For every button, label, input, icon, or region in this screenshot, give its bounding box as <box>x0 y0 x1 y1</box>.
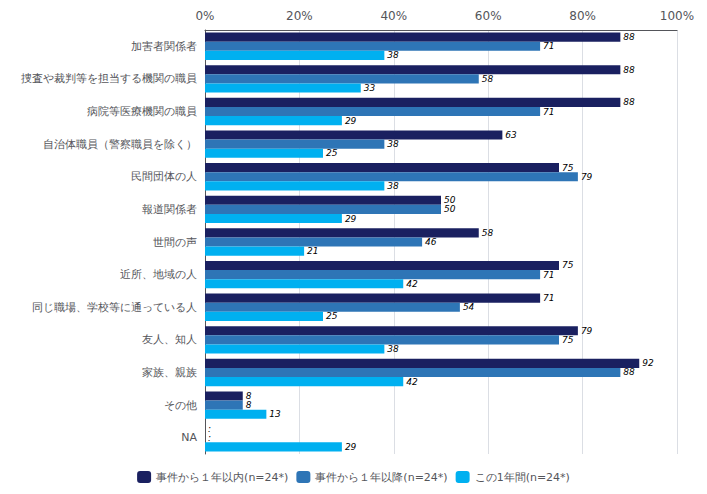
svg-text:家族、親族: 家族、親族 <box>142 366 197 379</box>
svg-text:25: 25 <box>326 311 338 321</box>
svg-text:88: 88 <box>623 65 635 75</box>
svg-text:報道関係者: 報道関係者 <box>142 203 197 216</box>
svg-text:29: 29 <box>345 116 357 126</box>
svg-text:46: 46 <box>425 237 437 247</box>
svg-text:60%: 60% <box>475 9 502 23</box>
svg-text:近所、地域の人: 近所、地域の人 <box>120 268 197 281</box>
svg-text:29: 29 <box>345 214 357 224</box>
svg-text:88: 88 <box>623 367 635 377</box>
svg-text:92: 92 <box>642 358 654 368</box>
svg-text:13: 13 <box>269 409 281 419</box>
svg-text:その他: その他 <box>164 399 197 412</box>
svg-text:40%: 40% <box>380 9 407 23</box>
svg-text:38: 38 <box>387 344 399 354</box>
svg-text:75: 75 <box>562 260 574 270</box>
svg-text:54: 54 <box>463 302 475 312</box>
svg-text:71: 71 <box>543 293 554 303</box>
svg-text:事件から１年以内(n=24*): 事件から１年以内(n=24*) <box>156 471 288 484</box>
svg-text:58: 58 <box>482 74 494 84</box>
svg-text:63: 63 <box>505 130 517 140</box>
svg-text:79: 79 <box>581 172 593 182</box>
svg-text:71: 71 <box>543 107 554 117</box>
svg-text:8: 8 <box>245 390 252 401</box>
svg-text:75: 75 <box>562 335 574 345</box>
svg-text:病院等医療機関の職員: 病院等医療機関の職員 <box>87 105 197 118</box>
svg-text::: : <box>208 433 211 443</box>
svg-text:42: 42 <box>406 377 418 387</box>
svg-text:加害者関係者: 加害者関係者 <box>131 40 197 53</box>
svg-text:0%: 0% <box>195 9 214 23</box>
svg-text:100%: 100% <box>660 9 694 23</box>
svg-text:33: 33 <box>364 83 376 93</box>
svg-text:25: 25 <box>326 148 338 158</box>
svg-text:21: 21 <box>307 246 318 256</box>
svg-text:58: 58 <box>482 228 494 238</box>
svg-text:50: 50 <box>444 204 456 214</box>
svg-text:民間団体の人: 民間団体の人 <box>131 170 197 183</box>
svg-text:79: 79 <box>581 326 593 336</box>
svg-text:50: 50 <box>444 195 456 206</box>
svg-text:38: 38 <box>387 181 399 191</box>
svg-text:20%: 20% <box>286 9 313 23</box>
svg-text:71: 71 <box>543 41 554 51</box>
svg-text:75: 75 <box>562 163 574 173</box>
svg-text:71: 71 <box>543 270 554 280</box>
svg-text:捜査や裁判等を担当する機関の職員: 捜査や裁判等を担当する機関の職員 <box>21 72 197 85</box>
svg-text:80%: 80% <box>569 9 596 23</box>
svg-text:8: 8 <box>246 400 252 410</box>
svg-text:事件から１年以降(n=24*): 事件から１年以降(n=24*) <box>315 471 447 484</box>
svg-text:88: 88 <box>623 32 635 42</box>
svg-text:自治体職員（警察職員を除く）: 自治体職員（警察職員を除く） <box>43 138 197 151</box>
svg-text:38: 38 <box>387 50 399 60</box>
svg-text:88: 88 <box>623 97 635 107</box>
svg-text:29: 29 <box>345 442 357 452</box>
svg-text:42: 42 <box>406 279 418 289</box>
svg-text:NA: NA <box>181 431 197 444</box>
svg-text:この1年間(n=24*): この1年間(n=24*) <box>475 471 570 484</box>
svg-text:38: 38 <box>387 139 399 149</box>
svg-text:世間の声: 世間の声 <box>153 236 197 249</box>
svg-text:友人、知人: 友人、知人 <box>142 333 197 346</box>
svg-text:同じ職場、学校等に通っている人: 同じ職場、学校等に通っている人 <box>32 301 197 314</box>
